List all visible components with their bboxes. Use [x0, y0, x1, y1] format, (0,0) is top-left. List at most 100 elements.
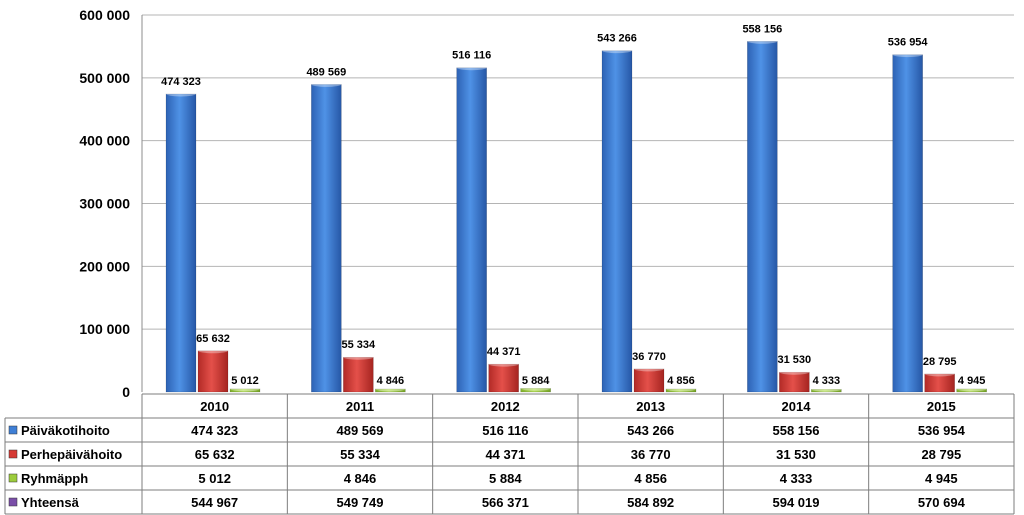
data-label: 28 795	[923, 356, 957, 368]
category-label: 2012	[491, 399, 520, 414]
data-label: 5 012	[231, 375, 259, 387]
bar-Ryhmäpph-2010	[229, 388, 261, 393]
bar-cap	[956, 386, 987, 392]
category-label: 2015	[927, 399, 956, 414]
table-cell: 594 019	[773, 495, 820, 510]
bar-cap	[747, 38, 778, 44]
data-label: 558 156	[742, 23, 782, 35]
legend-label: Yhteensä	[21, 495, 80, 510]
bar-Perhepäivähoito-2012	[488, 363, 519, 393]
category-label: 2010	[200, 399, 229, 414]
data-label: 474 323	[161, 76, 201, 88]
data-label: 536 954	[888, 37, 929, 49]
data-label: 65 632	[196, 333, 230, 345]
data-label: 4 333	[813, 375, 841, 387]
bar-Ryhmäpph-2014	[811, 389, 842, 393]
bar-Ryhmäpph-2012	[520, 388, 551, 393]
bar-cap	[779, 369, 810, 375]
data-label: 4 856	[667, 375, 695, 387]
category-label: 2011	[346, 399, 374, 414]
data-label: 44 371	[487, 346, 521, 358]
table-cell: 549 749	[337, 495, 384, 510]
data-label: 36 770	[632, 351, 666, 363]
bar-cap	[666, 386, 696, 392]
table-cell: 44 371	[485, 447, 525, 462]
bar-cap	[230, 386, 260, 392]
bar-Ryhmäpph-2013	[665, 388, 697, 393]
table-cell: 5 012	[198, 471, 231, 486]
data-label: 31 530	[778, 354, 812, 366]
table-cell: 584 892	[627, 495, 674, 510]
data-label: 516 116	[452, 50, 491, 62]
y-tick-label: 300 000	[79, 196, 130, 212]
y-axis: 0 100 000 200 000 300 000 400 000 500 000 600 …	[79, 7, 143, 400]
table-cell: 544 967	[191, 495, 238, 510]
legend-swatch	[8, 425, 18, 435]
table-cell: 558 156	[773, 423, 820, 438]
y-tick-label: 0	[122, 384, 130, 400]
data-label: 5 884	[522, 375, 550, 387]
bar-cap	[311, 81, 342, 87]
table-cell: 55 334	[340, 447, 381, 462]
table-cell: 516 116	[482, 423, 528, 438]
y-tick-label: 500 000	[79, 70, 130, 86]
bar-Päiväkotihoito-2010	[165, 93, 197, 393]
data-label: 55 334	[342, 339, 377, 351]
table-cell: 28 795	[921, 447, 961, 462]
bar-Päiväkotihoito-2011	[311, 84, 342, 393]
bar-cap	[602, 48, 632, 54]
table-cell: 36 770	[631, 447, 671, 462]
table-cell: 4 945	[925, 471, 958, 486]
category-label: 2014	[782, 399, 812, 414]
table-cell: 570 694	[918, 495, 966, 510]
bar-Perhepäivähoito-2015	[924, 373, 955, 393]
bar-cap	[488, 361, 519, 367]
table-cell: 65 632	[195, 447, 235, 462]
table-cell: 543 266	[627, 423, 674, 438]
bar-cap	[520, 385, 551, 391]
table-cell: 536 954	[918, 423, 966, 438]
table-cell: 31 530	[776, 447, 816, 462]
data-labels: 474 323 489 569 516 116 543 266 558 156 536 9…	[161, 23, 985, 387]
gridlines	[142, 14, 1014, 330]
bars	[165, 38, 987, 393]
legend-swatch	[8, 449, 18, 459]
table-cell: 566 371	[482, 495, 529, 510]
bar-cap	[343, 354, 374, 360]
bar-Päiväkotihoito-2014	[747, 41, 778, 393]
bar-Perhepäivähoito-2013	[633, 368, 665, 393]
table-cell: 5 884	[489, 471, 522, 486]
data-label: 4 846	[377, 375, 405, 387]
bar-cap	[456, 65, 487, 71]
bar-cap	[375, 386, 406, 392]
bar-cap	[811, 386, 842, 392]
bar-Perhepäivähoito-2011	[343, 356, 374, 393]
legend-label: Ryhmäpph	[21, 471, 88, 486]
bar-Ryhmäpph-2011	[375, 388, 406, 393]
data-label: 543 266	[597, 33, 637, 45]
bar-cap	[634, 366, 664, 372]
bar-cap	[892, 52, 923, 58]
legend-swatch	[8, 497, 18, 507]
table-cell: 474 323	[191, 423, 238, 438]
bar-Perhepäivähoito-2014	[779, 371, 810, 393]
bar-cap	[924, 371, 955, 377]
bar-cap	[198, 348, 228, 354]
bar-Ryhmäpph-2015	[956, 388, 987, 393]
y-tick-label: 600 000	[79, 7, 130, 23]
legend-label: Perhepäivähoito	[21, 447, 122, 462]
data-label: 4 945	[958, 375, 986, 387]
bar-Päiväkotihoito-2015	[892, 54, 923, 393]
table-cell: 489 569	[337, 423, 384, 438]
y-tick-label: 200 000	[79, 258, 130, 274]
category-label: 2013	[636, 399, 665, 414]
data-table: 2010 2011 2012 2013 2014 2015 Päiväkotihoito 47…	[4, 393, 1015, 515]
legend-label: Päiväkotihoito	[21, 423, 110, 438]
bar-Perhepäivähoito-2010	[197, 350, 229, 393]
bar-Päiväkotihoito-2013	[601, 50, 633, 393]
data-label: 489 569	[306, 66, 346, 78]
bar-Päiväkotihoito-2012	[456, 67, 487, 393]
table-cell: 4 333	[780, 471, 813, 486]
table-cell: 4 856	[634, 471, 667, 486]
